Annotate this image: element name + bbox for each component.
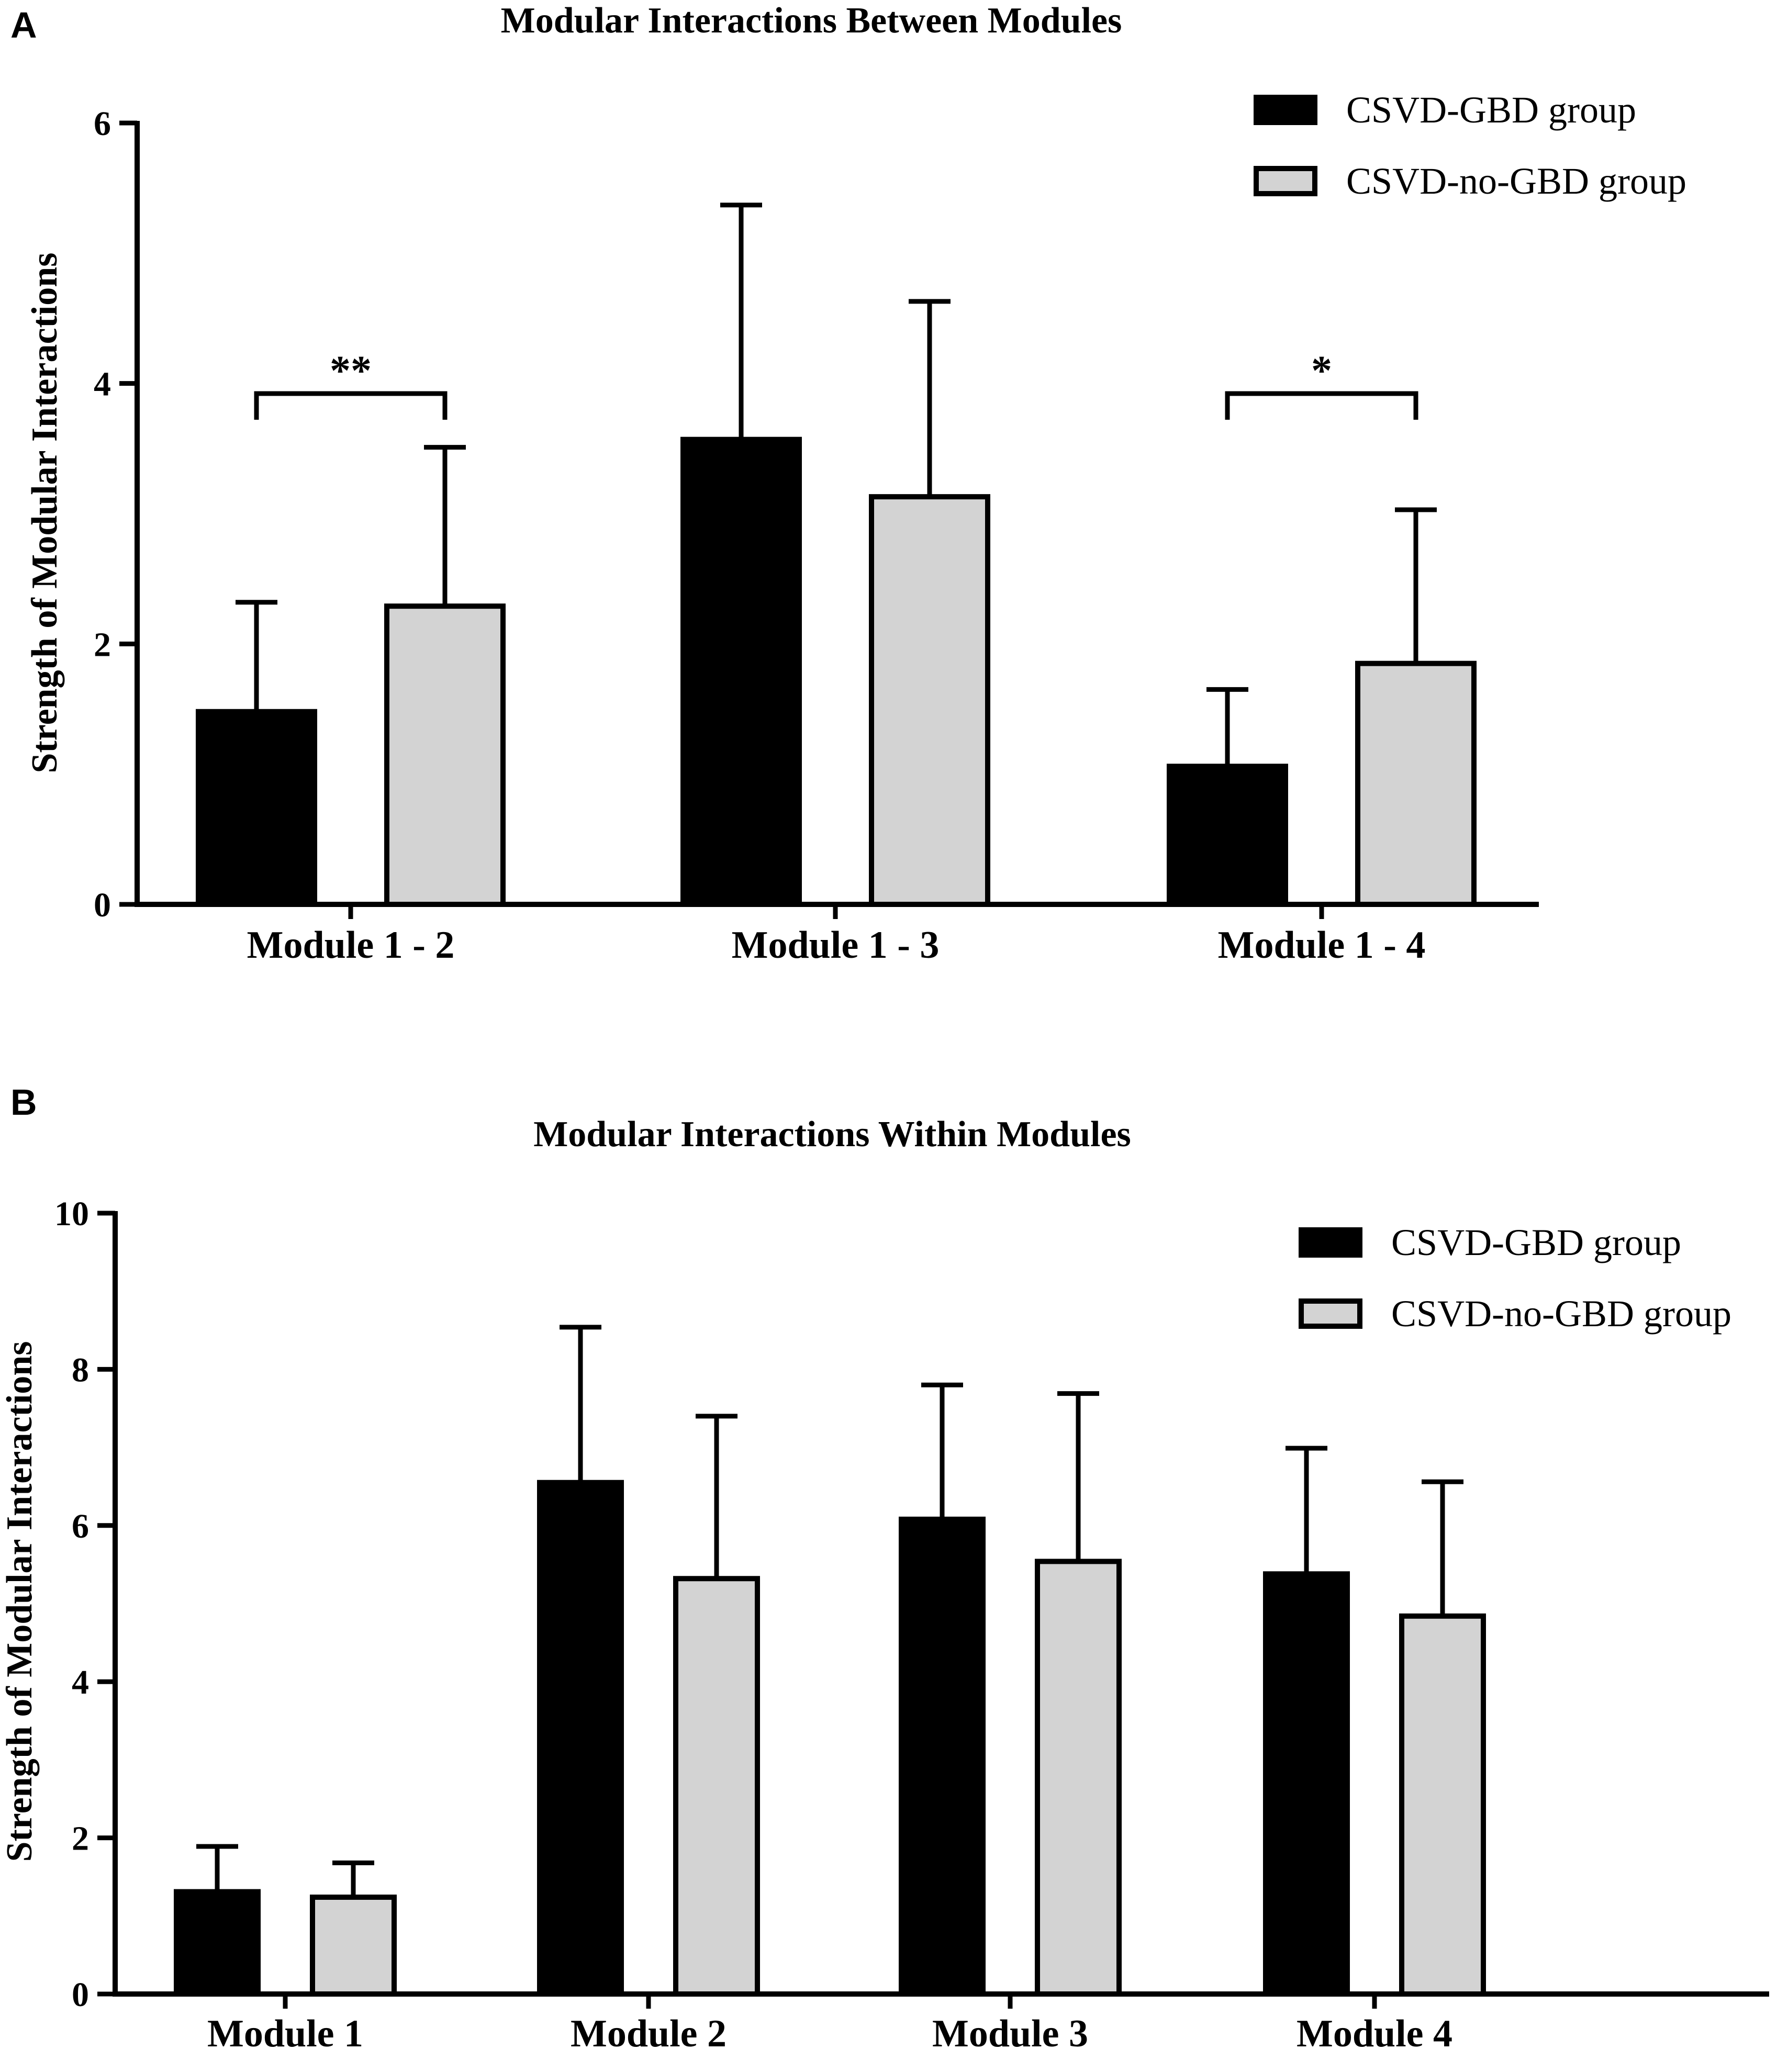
y-tick-label-0: 0 (94, 886, 111, 924)
y-axis-label: Strength of Modular Interactions (25, 253, 65, 774)
bar-csvd-gbd-group-module-1 (174, 1889, 261, 1997)
bar-csvd-no-gbd-group-module-3 (1035, 1559, 1122, 1997)
panel-label-a: A (10, 5, 37, 46)
y-tick-label-2: 2 (72, 1820, 89, 1858)
legend-swatch-csvd-no-gbd-group (1299, 1298, 1362, 1329)
y-tick-label-4: 4 (72, 1663, 89, 1701)
legend-label-csvd-no-gbd-group: CSVD-no-GBD group (1391, 1293, 1731, 1335)
legend-swatch-csvd-no-gbd-group (1254, 166, 1317, 196)
bar-csvd-gbd-group-module-4 (1263, 1571, 1350, 1997)
panel-label-b: B (10, 1082, 37, 1123)
y-tick-label-6: 6 (72, 1507, 89, 1545)
y-tick-label-6: 6 (94, 105, 111, 143)
bar-csvd-no-gbd-group-module-4 (1399, 1613, 1486, 1997)
significance-label: * (1311, 348, 1332, 394)
x-tick-label-module-1-2: Module 1 - 2 (247, 924, 455, 967)
significance-bracket (254, 391, 448, 420)
legend-label-csvd-no-gbd-group: CSVD-no-GBD group (1346, 160, 1686, 202)
bar-csvd-no-gbd-group-module-2 (673, 1576, 760, 1997)
bar-csvd-gbd-group-module-3 (899, 1516, 986, 1997)
bar-csvd-no-gbd-group-module-1-3 (869, 494, 990, 907)
bar-csvd-gbd-group-module-1-4 (1167, 764, 1288, 908)
legend-label-csvd-gbd-group: CSVD-GBD group (1391, 1222, 1681, 1263)
chart-title: Modular Interactions Within Modules (533, 1114, 1131, 1155)
legend-swatch-csvd-gbd-group (1299, 1227, 1362, 1258)
chart-title: Modular Interactions Between Modules (501, 1, 1122, 41)
y-tick-label-4: 4 (94, 365, 111, 404)
y-tick-label-10: 10 (54, 1195, 89, 1233)
bar-csvd-gbd-group-module-1-2 (196, 709, 317, 908)
chart-between-modules: Modular Interactions Between Modules Stre… (25, 1, 1686, 967)
legend-label-csvd-gbd-group: CSVD-GBD group (1346, 89, 1636, 131)
x-tick-label-module-2: Module 2 (571, 2012, 727, 2055)
bar-csvd-gbd-group-module-2 (537, 1480, 624, 1997)
chart-within-modules: Modular Interactions Within Modules Stren… (0, 1114, 1769, 2055)
x-tick-label-module-1: Module 1 (207, 2012, 363, 2055)
x-tick-label-module-3: Module 3 (932, 2012, 1088, 2055)
bar-csvd-no-gbd-group-module-1-2 (384, 603, 506, 907)
y-axis-label: Strength of Modular Interactions (0, 1341, 40, 1862)
bar-csvd-gbd-group-module-1-3 (680, 436, 802, 907)
y-tick-label-0: 0 (72, 1976, 89, 2014)
bar-csvd-no-gbd-group-module-1-4 (1355, 660, 1477, 907)
significance-bracket (1225, 391, 1418, 420)
x-tick-label-module-4: Module 4 (1297, 2012, 1452, 2055)
y-tick-label-8: 8 (72, 1351, 89, 1389)
y-tick-label-2: 2 (94, 625, 111, 664)
legend-swatch-csvd-gbd-group (1254, 95, 1317, 125)
x-tick-label-module-1-4: Module 1 - 4 (1218, 924, 1426, 967)
bar-csvd-no-gbd-group-module-1 (310, 1894, 397, 1997)
significance-label: ** (330, 348, 372, 394)
x-tick-label-module-1-3: Module 1 - 3 (732, 924, 940, 967)
